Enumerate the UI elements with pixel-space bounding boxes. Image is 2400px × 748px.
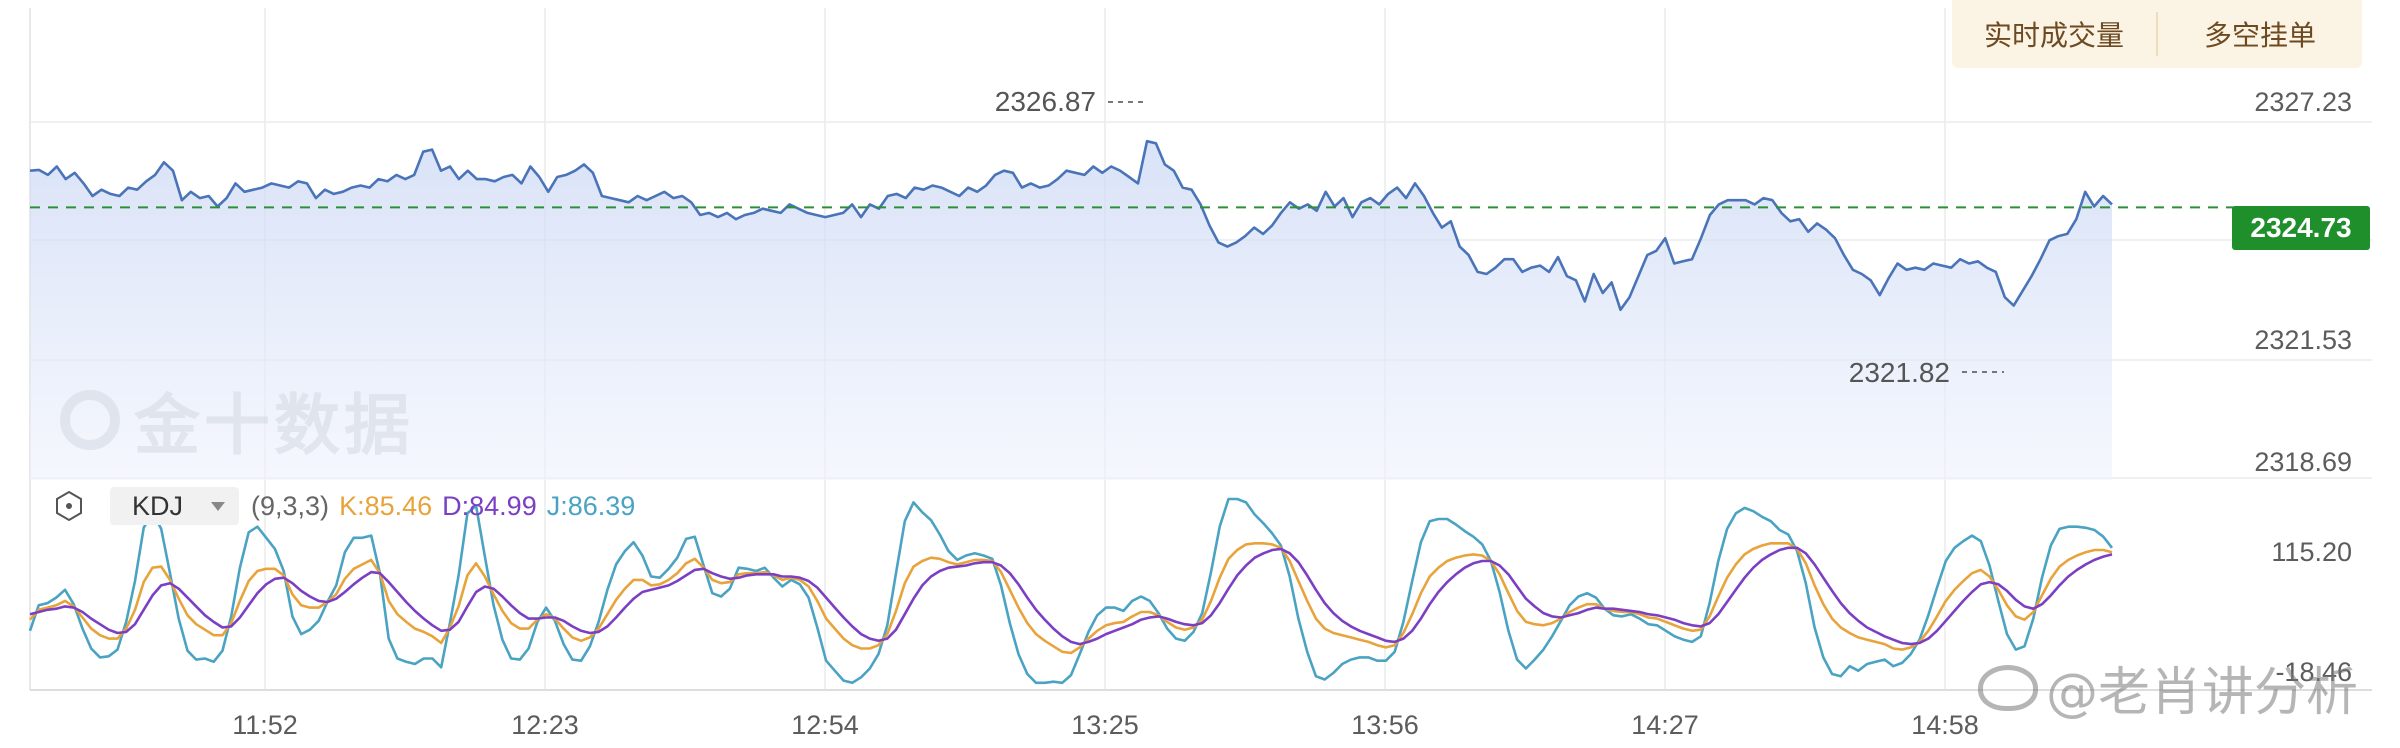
time-tick-label: 14:58 xyxy=(1911,710,1979,740)
brand-watermark: 金十数据 xyxy=(60,372,414,468)
button-divider xyxy=(2156,12,2158,56)
current-price-badge: 2324.73 xyxy=(2232,206,2370,250)
price-series xyxy=(29,139,2234,480)
time-tick-label: 13:25 xyxy=(1071,710,1139,740)
time-tick-label: 12:54 xyxy=(791,710,859,740)
k-value: K:85.46 xyxy=(339,490,433,521)
kdj-series xyxy=(28,497,2114,685)
time-tick-label: 13:56 xyxy=(1351,710,1419,740)
realtime-volume-button[interactable]: 实时成交量 xyxy=(1983,19,2124,52)
weibo-watermark: @老肖讲分析 xyxy=(1978,650,2358,725)
indicator-select[interactable]: KDJ xyxy=(110,487,240,525)
price-tick-label: 2321.53 xyxy=(2254,325,2352,355)
low-annotation: 2321.82 xyxy=(1849,357,1950,388)
chevron-down-icon xyxy=(211,501,226,511)
indicator-bar: KDJ (9,3,3) K:85.46 D:84.99 J:86.39 xyxy=(52,486,635,526)
long-short-button[interactable]: 多空挂单 xyxy=(2203,19,2316,52)
kdj-line-d xyxy=(29,546,2113,646)
price-tick-label: 2327.23 xyxy=(2254,87,2352,117)
time-tick-label: 12:23 xyxy=(511,710,579,740)
settings-dot-icon[interactable] xyxy=(52,489,86,523)
brand-watermark-text: 金十数据 xyxy=(134,387,414,464)
kdj-line-k xyxy=(29,541,2113,655)
brand-logo-icon xyxy=(60,390,120,450)
annotations: 2326.87 2321.82 xyxy=(995,86,2004,388)
weibo-icon xyxy=(1978,664,2038,711)
kdj-tick-label: -18.46 xyxy=(2275,657,2352,687)
kdj-line-j xyxy=(28,497,2114,685)
kdj-tick-label: 115.20 xyxy=(2271,537,2352,567)
j-value: J:86.39 xyxy=(546,490,636,521)
indicator-name: KDJ xyxy=(132,490,184,521)
hexagon-settings-icon xyxy=(56,490,82,522)
weibo-handle: @老肖讲分析 xyxy=(2046,663,2359,723)
price-line xyxy=(29,139,2113,312)
time-tick-label: 11:52 xyxy=(232,710,298,740)
price-area xyxy=(30,141,2112,480)
indicator-params: (9,3,3) xyxy=(251,490,330,521)
d-value: D:84.99 xyxy=(442,490,537,521)
time-tick-label: 14:27 xyxy=(1631,710,1699,740)
high-annotation: 2326.87 xyxy=(995,86,1096,117)
axis-labels: 2327.23 2321.53 2318.69 115.20 -18.46 11:52 12… xyxy=(232,87,2352,740)
price-tick-label: 2318.69 xyxy=(2254,447,2352,477)
panel-switch: 实时成交量 多空挂单 xyxy=(1952,0,2362,68)
